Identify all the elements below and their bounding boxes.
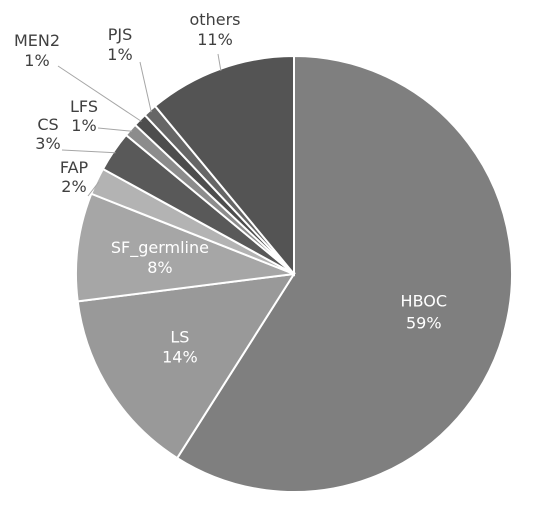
- slice-label-hboc: HBOC 59%: [401, 292, 448, 333]
- slice-label-percent: 3%: [35, 134, 60, 153]
- slice-label-percent: 1%: [24, 51, 49, 70]
- leader-line-fap: [87, 181, 100, 197]
- slice-label-percent: 1%: [107, 45, 132, 64]
- slice-label-lfs: LFS 1%: [70, 97, 98, 135]
- pie-slice-hboc: [175, 54, 514, 493]
- leader-line-others: [217, 53, 222, 72]
- slice-label-percent: 8%: [147, 258, 172, 277]
- leader-line-cs: [61, 149, 116, 154]
- leader-line-pjs: [139, 61, 152, 113]
- slice-label-others: others 11%: [190, 10, 241, 49]
- slice-label-fap: FAP 2%: [60, 158, 89, 196]
- slice-label-name: MEN2: [14, 31, 60, 50]
- slice-label-percent: 1%: [71, 116, 96, 135]
- pie-slice-sf-germline: [75, 192, 295, 303]
- slice-label-percent: 2%: [61, 177, 86, 196]
- slice-label-name: PJS: [108, 25, 133, 44]
- slice-label-name: SF_germline: [111, 238, 209, 258]
- slice-label-name: CS: [37, 115, 58, 134]
- leader-line-lfs: [97, 127, 133, 132]
- slice-labels: HBOC 59%LS 14%SF_germline 8%FAP 2%CS 3%LFS 1%M…: [14, 10, 447, 366]
- slice-label-name: FAP: [60, 158, 89, 177]
- slice-label-name: others: [190, 10, 241, 29]
- slice-label-ls: LS 14%: [162, 327, 198, 366]
- pie-slice-ls: [76, 272, 296, 460]
- slice-label-cs: CS 3%: [35, 115, 60, 153]
- leader-lines: [57, 53, 222, 197]
- slice-label-name: HBOC: [401, 292, 448, 311]
- slice-label-percent: 11%: [197, 30, 233, 49]
- leader-line-men2: [57, 65, 142, 122]
- slice-label-men2: MEN2 1%: [14, 31, 60, 70]
- slice-label-percent: 14%: [162, 347, 198, 366]
- slice-label-sf-germline: SF_germline 8%: [111, 238, 209, 277]
- slice-label-name: LS: [170, 327, 189, 346]
- pie-slices: [75, 54, 514, 493]
- slice-label-percent: 59%: [406, 314, 442, 333]
- slice-label-name: LFS: [70, 97, 98, 116]
- slice-label-pjs: PJS 1%: [107, 25, 132, 64]
